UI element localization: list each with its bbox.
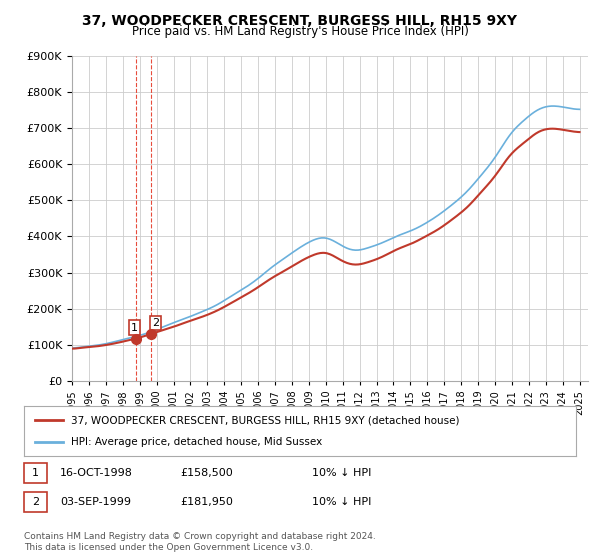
Text: 37, WOODPECKER CRESCENT, BURGESS HILL, RH15 9XY: 37, WOODPECKER CRESCENT, BURGESS HILL, R…: [83, 14, 517, 28]
Text: 10% ↓ HPI: 10% ↓ HPI: [312, 497, 371, 507]
Text: 2: 2: [32, 497, 39, 507]
Text: 03-SEP-1999: 03-SEP-1999: [60, 497, 131, 507]
Text: 37, WOODPECKER CRESCENT, BURGESS HILL, RH15 9XY (detached house): 37, WOODPECKER CRESCENT, BURGESS HILL, R…: [71, 415, 460, 425]
Text: £181,950: £181,950: [180, 497, 233, 507]
Text: 1: 1: [131, 323, 138, 333]
Text: 16-OCT-1998: 16-OCT-1998: [60, 468, 133, 478]
Text: 10% ↓ HPI: 10% ↓ HPI: [312, 468, 371, 478]
Text: 2: 2: [152, 318, 159, 328]
Text: Price paid vs. HM Land Registry's House Price Index (HPI): Price paid vs. HM Land Registry's House …: [131, 25, 469, 38]
Text: HPI: Average price, detached house, Mid Sussex: HPI: Average price, detached house, Mid …: [71, 437, 322, 447]
Text: 1: 1: [32, 468, 39, 478]
Text: £158,500: £158,500: [180, 468, 233, 478]
Text: Contains HM Land Registry data © Crown copyright and database right 2024.
This d: Contains HM Land Registry data © Crown c…: [24, 532, 376, 552]
